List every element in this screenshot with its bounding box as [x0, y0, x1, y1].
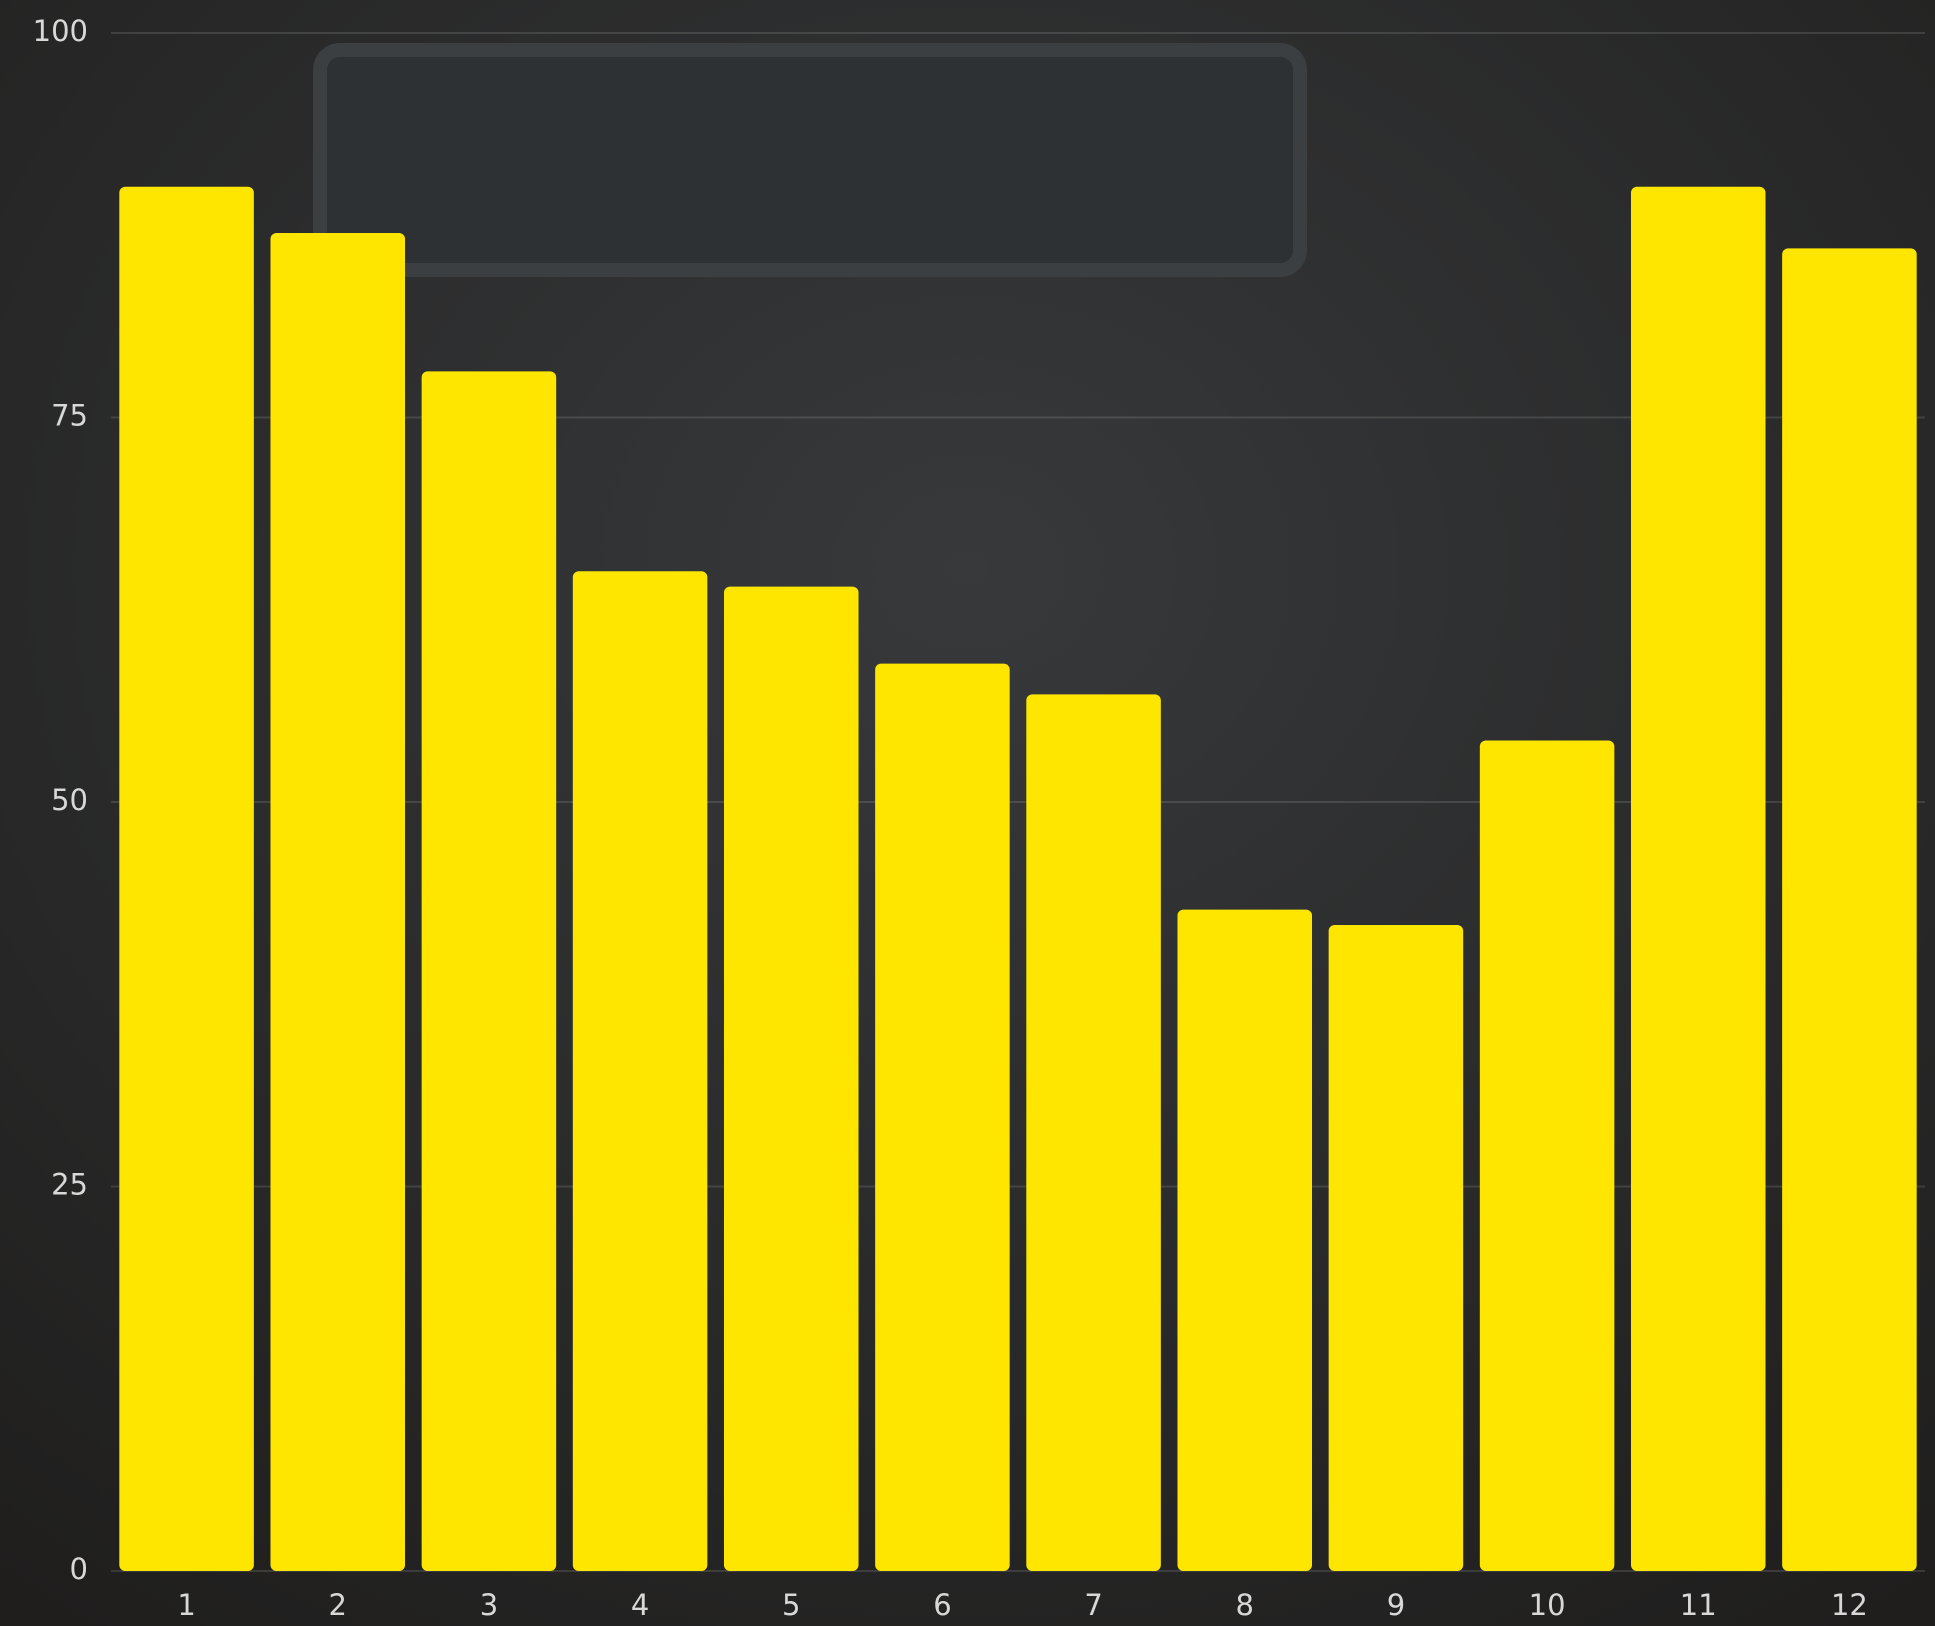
bar [1177, 910, 1312, 1571]
bar [1631, 187, 1766, 1571]
y-tick-label: 75 [51, 399, 88, 433]
x-tick-label: 1 [177, 1588, 195, 1622]
chart: 0255075100123456789101112 [0, 0, 1935, 1626]
bar [573, 571, 708, 1571]
x-tick-label: 2 [329, 1588, 347, 1622]
x-tick-label: 6 [933, 1588, 951, 1622]
x-tick-label: 5 [782, 1588, 800, 1622]
x-tick-label: 3 [480, 1588, 498, 1622]
background-photo-tablet [320, 50, 1300, 270]
x-tick-label: 8 [1236, 1588, 1254, 1622]
y-tick-label: 0 [70, 1552, 88, 1586]
bar [875, 664, 1010, 1571]
bar [119, 187, 254, 1571]
x-tick-label: 7 [1084, 1588, 1102, 1622]
bar [1329, 925, 1464, 1571]
x-tick-label: 4 [631, 1588, 649, 1622]
bar [422, 371, 557, 1571]
bar [724, 587, 859, 1571]
y-tick-label: 50 [51, 783, 88, 817]
bar [1480, 740, 1615, 1571]
bar [1782, 248, 1917, 1571]
x-tick-label: 9 [1387, 1588, 1405, 1622]
x-tick-label: 12 [1831, 1588, 1868, 1622]
x-tick-label: 10 [1529, 1588, 1566, 1622]
bar [270, 233, 405, 1571]
page: 0255075100123456789101112 (() => { const… [0, 0, 1935, 1626]
y-tick-label: 100 [33, 14, 88, 48]
x-tick-label: 11 [1680, 1588, 1717, 1622]
bar [1026, 694, 1161, 1571]
y-tick-label: 25 [51, 1168, 88, 1202]
